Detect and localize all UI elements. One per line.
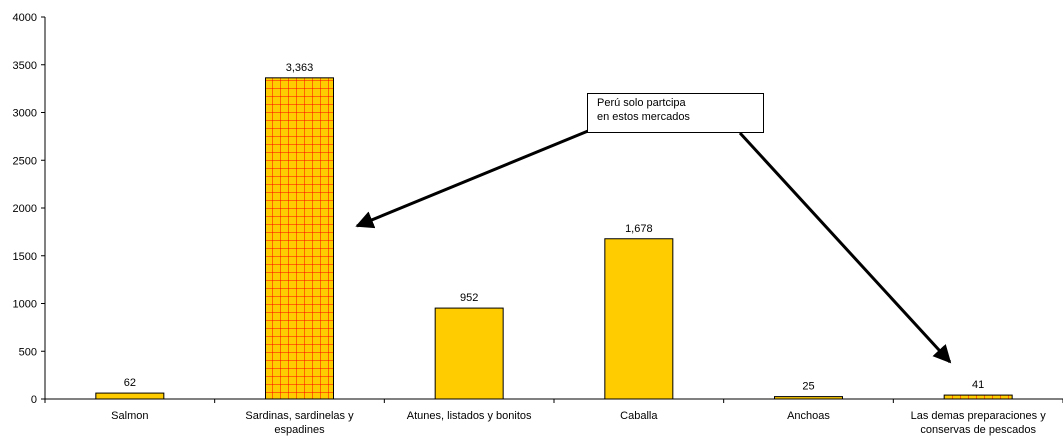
callout-arrows [355, 129, 952, 364]
labels: 62 Salmon 3,363 Sardinas, sardinelas y espad… [111, 62, 1046, 436]
category-label: espadines [274, 424, 325, 436]
bar [774, 396, 843, 400]
bar [434, 307, 504, 400]
axes: 0 500 1000 1500 2000 2500 3000 3500 4000 [13, 12, 1063, 406]
bar [943, 394, 1013, 400]
arrow-to-sardinas [355, 129, 589, 229]
arrow-to-las-demas [738, 131, 952, 364]
callout-line-1: Perú solo partcipa [597, 97, 686, 109]
data-label: 3,363 [286, 62, 314, 74]
y-tick-label: 500 [19, 346, 37, 358]
data-label: 25 [802, 381, 814, 393]
category-label: Sardinas, sardinelas y [245, 410, 354, 422]
category-label: Caballa [620, 410, 658, 422]
y-tick-label: 3500 [13, 60, 37, 72]
category-label: Salmon [111, 410, 148, 422]
y-tick-label: 1500 [13, 251, 37, 263]
data-label: 62 [124, 377, 136, 389]
category-label: conservas de pescados [920, 424, 1036, 436]
category-label: Atunes, listados y bonitos [407, 410, 532, 422]
data-label: 41 [972, 379, 984, 391]
y-tick-label: 4000 [13, 12, 37, 24]
category-label: Anchoas [787, 410, 830, 422]
callout-box: Perú solo partcipa en estos mercados [587, 93, 764, 133]
bar [604, 238, 674, 400]
callout-line-2: en estos mercados [597, 111, 690, 123]
y-tick-label: 0 [31, 394, 37, 406]
bar [95, 392, 165, 400]
y-tick-label: 1000 [13, 299, 37, 311]
bar [265, 77, 334, 400]
data-label: 1,678 [625, 223, 653, 235]
y-tick-label: 3000 [13, 108, 37, 120]
y-tick-label: 2000 [13, 203, 37, 215]
bars [95, 77, 1013, 400]
y-tick-label: 2500 [13, 155, 37, 167]
category-label: Las demas preparaciones y [911, 410, 1047, 422]
data-label: 952 [460, 292, 478, 304]
